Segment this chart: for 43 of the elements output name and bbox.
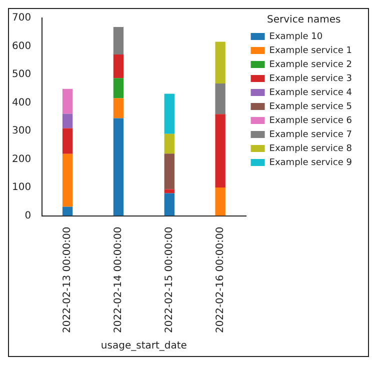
bar: [164, 94, 174, 134]
y-tick-label: 500: [12, 69, 32, 80]
x-tick-label: 2022-02-16 00:00:00: [214, 226, 226, 334]
bar: [164, 193, 174, 216]
y-tick-label: 700: [12, 12, 32, 24]
y-tick-label: 0: [24, 210, 32, 222]
bar: [62, 114, 73, 128]
y-tick-label: 300: [12, 126, 32, 137]
bar: [113, 98, 124, 118]
legend-label: Example service 6: [269, 116, 352, 126]
bar: [215, 42, 226, 84]
bar: [164, 134, 174, 154]
x-axis-title: usage_start_date: [100, 340, 187, 352]
bar: [113, 78, 124, 98]
y-tick-label: 200: [12, 154, 32, 165]
legend-label: Example service 4: [269, 88, 352, 98]
y-tick-label: 600: [12, 40, 32, 52]
legend-label: Example service 3: [269, 74, 352, 84]
bar: [62, 206, 73, 216]
legend-label: Example service 5: [269, 102, 352, 112]
legend-label: Example 10: [269, 32, 323, 42]
bar: [164, 154, 174, 190]
legend-label: Example service 9: [269, 158, 352, 168]
legend-label: Example service 1: [269, 46, 352, 56]
bar: [215, 188, 226, 216]
bar: [62, 128, 73, 154]
bar: [113, 118, 124, 216]
x-tick-label: 2022-02-14 00:00:00: [113, 226, 124, 334]
bar: [113, 54, 124, 78]
legend-label: Example service 7: [269, 130, 352, 140]
y-tick-label: 400: [12, 97, 32, 108]
legend-label: Example service 8: [269, 144, 352, 154]
bar: [164, 189, 174, 194]
bar: [215, 84, 226, 114]
y-tick-label: 100: [12, 182, 32, 194]
bar: [215, 114, 226, 188]
legend-label: Example service 2: [269, 60, 352, 70]
bar: [62, 154, 73, 207]
x-tick-label: 2022-02-15 00:00:00: [164, 226, 175, 334]
legend-title: Service names: [267, 14, 341, 26]
bar: [113, 27, 124, 54]
x-tick-label: 2022-02-13 00:00:00: [62, 226, 74, 334]
bar: [62, 88, 73, 114]
